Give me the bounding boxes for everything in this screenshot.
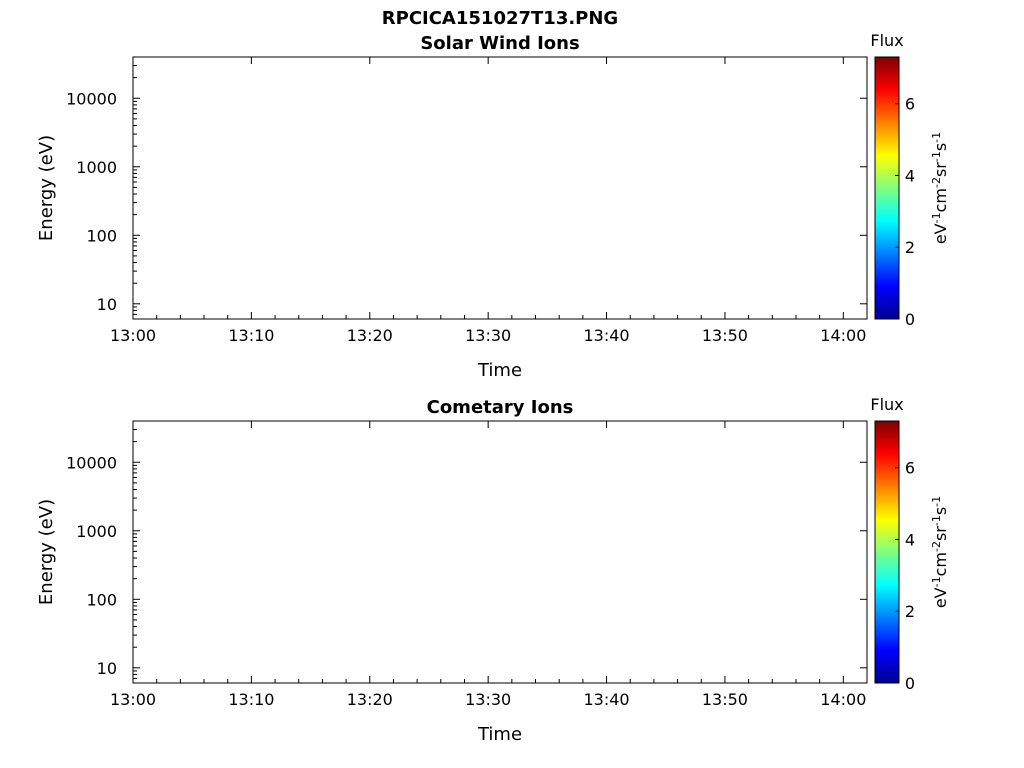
figure-title: RPCICA151027T13.PNG [382,8,618,29]
solar-wind-panel: Solar Wind Ions 13:00 13:10 13:20 13:30 13:4… [36,31,950,381]
solar-wind-title: Solar Wind Ions [420,33,579,54]
